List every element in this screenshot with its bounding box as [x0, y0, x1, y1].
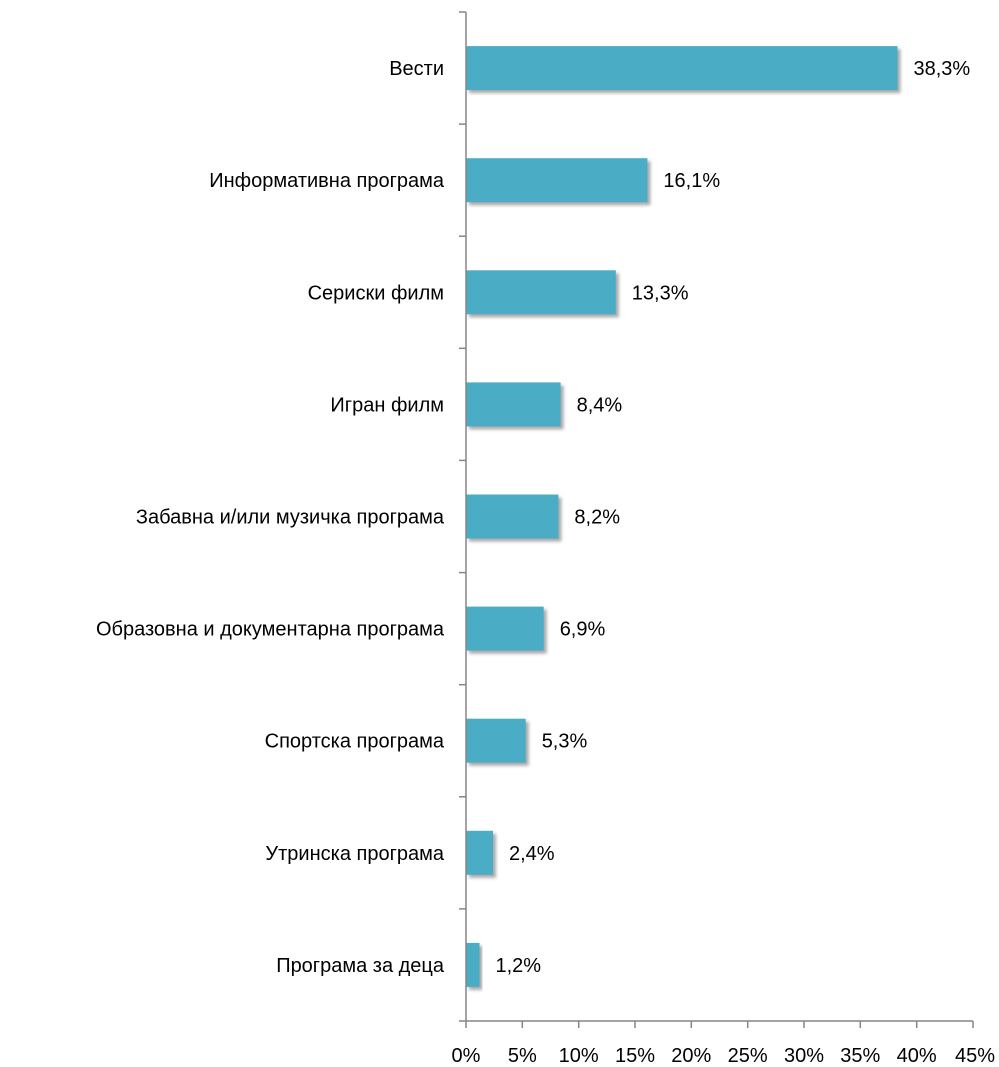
bar — [466, 830, 493, 875]
category-label: Спортска програма — [265, 731, 445, 753]
x-tick-label: 20% — [671, 1045, 711, 1067]
x-tick-label: 35% — [840, 1045, 880, 1067]
bar — [466, 942, 480, 987]
bar — [466, 158, 648, 203]
x-tick-label: 15% — [615, 1045, 655, 1067]
data-label: 8,4% — [577, 394, 623, 416]
data-label: 13,3% — [632, 282, 689, 304]
category-label: Информативна програма — [209, 170, 445, 192]
data-label: 16,1% — [663, 170, 720, 192]
category-label: Вести — [389, 58, 444, 80]
category-label: Сериски филм — [308, 282, 444, 304]
x-tick-label: 40% — [897, 1045, 937, 1067]
category-label: Програма за деца — [276, 955, 445, 977]
axes-layer — [459, 11, 974, 1028]
category-label: Забавна и/или музичка програма — [136, 507, 445, 529]
data-label: 2,4% — [509, 843, 555, 865]
bars-layer — [466, 46, 898, 987]
data-label: 6,9% — [560, 619, 606, 641]
data-label: 5,3% — [542, 731, 588, 753]
bar — [466, 382, 561, 427]
x-tick-label: 0% — [452, 1045, 481, 1067]
bar — [466, 606, 544, 651]
category-label: Утринска програма — [265, 843, 444, 865]
x-tick-label: 5% — [508, 1045, 537, 1067]
bar — [466, 494, 559, 539]
category-label: Игран филм — [330, 394, 444, 416]
bar — [466, 46, 898, 91]
data-label: 1,2% — [496, 955, 542, 977]
x-tick-label: 25% — [728, 1045, 768, 1067]
bar — [466, 270, 616, 315]
data-label: 8,2% — [574, 507, 620, 529]
x-tick-label: 10% — [559, 1045, 599, 1067]
x-tick-label: 45% — [955, 1045, 995, 1067]
data-label: 38,3% — [914, 58, 971, 80]
bar — [466, 718, 526, 763]
labels-layer: Вести 38,3% Информативна програма 16,1% Сери… — [96, 58, 995, 1067]
category-label: Образовна и документарна програма — [96, 619, 445, 641]
x-tick-label: 30% — [784, 1045, 824, 1067]
